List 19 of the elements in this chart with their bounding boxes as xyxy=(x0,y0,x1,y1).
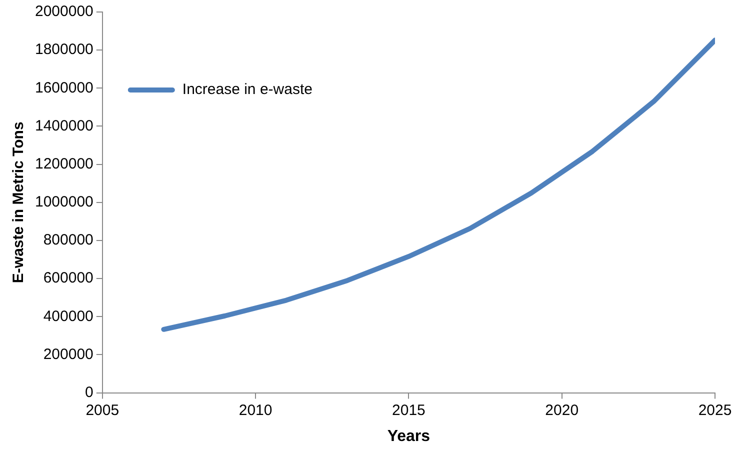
y-tick-label: 1400000 xyxy=(34,117,94,134)
y-tick-label: 600000 xyxy=(43,270,94,287)
x-tick-label: 2005 xyxy=(86,402,120,419)
x-axis-title: Years xyxy=(387,428,430,445)
x-tick-label: 2010 xyxy=(238,402,272,419)
y-tick-label: 2000000 xyxy=(34,3,94,20)
y-tick-label: 1800000 xyxy=(34,41,94,58)
x-tick-label: 2015 xyxy=(392,402,426,419)
y-tick-label: 1200000 xyxy=(34,155,94,172)
y-tick-label: 1600000 xyxy=(34,79,94,96)
x-tick-label: 2020 xyxy=(545,402,579,419)
y-axis-title: E-waste in Metric Tons xyxy=(10,122,28,284)
y-tick-label: 1000000 xyxy=(34,194,94,211)
y-tick-label: 0 xyxy=(85,384,94,401)
y-tick-label: 200000 xyxy=(43,346,94,363)
y-tick-label: 800000 xyxy=(43,232,94,249)
y-tick-label: 400000 xyxy=(43,308,94,325)
x-tick-label: 2025 xyxy=(698,402,732,419)
legend-label: Increase in e-waste xyxy=(182,81,312,98)
